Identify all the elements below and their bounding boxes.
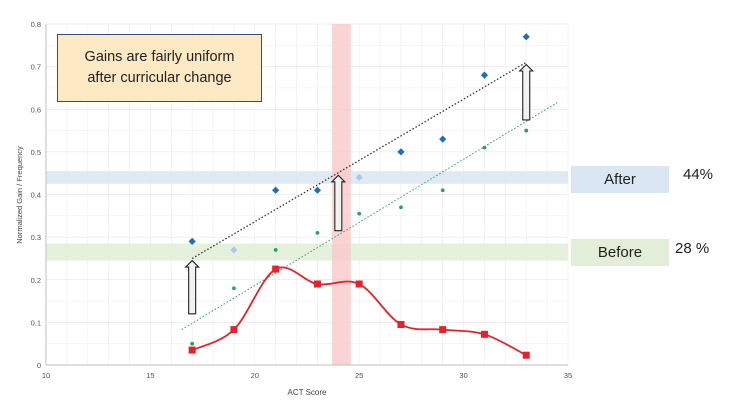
before-point (524, 128, 529, 133)
x-axis-label: ACT Score (288, 388, 328, 397)
frequency-marker (188, 346, 196, 354)
before-point (357, 211, 362, 216)
frequency-marker (480, 330, 488, 338)
y-tick-label: 0.2 (31, 276, 41, 285)
before-tag: Before (571, 239, 669, 266)
after-point (439, 135, 447, 143)
y-tick-label: 0.7 (31, 63, 41, 72)
frequency-marker (230, 326, 238, 334)
after-tag: After (571, 166, 669, 193)
after-point (272, 186, 280, 194)
before-percent: 28 % (675, 240, 710, 257)
trendlines (181, 61, 558, 331)
y-tick-label: 0.3 (31, 233, 41, 242)
after-point (188, 237, 196, 245)
x-tick-label: 25 (355, 371, 363, 380)
before-point (399, 205, 403, 210)
y-tick-label: 0.8 (31, 20, 41, 29)
x-tick-label: 35 (564, 371, 572, 380)
after-point (230, 246, 238, 254)
frequency-marker (313, 280, 321, 288)
before-band (46, 243, 568, 261)
after-point (355, 173, 363, 182)
gain-arrows (184, 63, 535, 315)
gain-arrow (518, 63, 535, 121)
before-point (482, 145, 487, 150)
after-point (480, 71, 489, 79)
gain-arrow (184, 259, 200, 315)
frequency-series (188, 265, 530, 359)
tick-labels: 10 15 20 25 30 35 0 0.1 0.2 0.3 0.4 0.5 0.6 0.7 0.8 (31, 20, 573, 380)
after-point (522, 33, 530, 41)
x-tick-label: 20 (251, 371, 259, 380)
after-point (397, 148, 405, 156)
frequency-marker (355, 280, 363, 288)
before-point (315, 230, 320, 235)
frequency-marker (272, 265, 280, 273)
after-point (313, 186, 322, 194)
after-percent: 44% (683, 166, 714, 183)
callout-box: Gains are fairly uniform after curricula… (57, 34, 262, 102)
callout-line-2: after curricular change (87, 70, 232, 86)
gain-arrow (330, 174, 347, 232)
after-band (46, 171, 568, 184)
y-tick-label: 0.5 (31, 148, 41, 157)
before-point (190, 341, 195, 346)
y-tick-label: 0.6 (31, 105, 41, 114)
data-points (188, 33, 530, 346)
before-point (232, 286, 236, 291)
x-tick-label: 15 (146, 371, 154, 380)
after-trendline (191, 61, 527, 259)
frequency-marker (522, 351, 530, 359)
frequency-marker (439, 326, 447, 334)
y-axis-label: Normalized Gain / Frequency (15, 146, 24, 244)
before-point (273, 248, 278, 252)
frequency-marker (397, 321, 405, 329)
x-tick-label: 30 (459, 371, 467, 380)
y-tick-label: 0 (37, 361, 41, 370)
before-point (440, 188, 445, 193)
y-tick-label: 0.4 (31, 191, 41, 200)
axes (45, 24, 568, 366)
x-tick-label: 10 (42, 371, 50, 380)
callout-line-1: Gains are fairly uniform (84, 49, 235, 65)
y-tick-label: 0.1 (31, 318, 41, 327)
